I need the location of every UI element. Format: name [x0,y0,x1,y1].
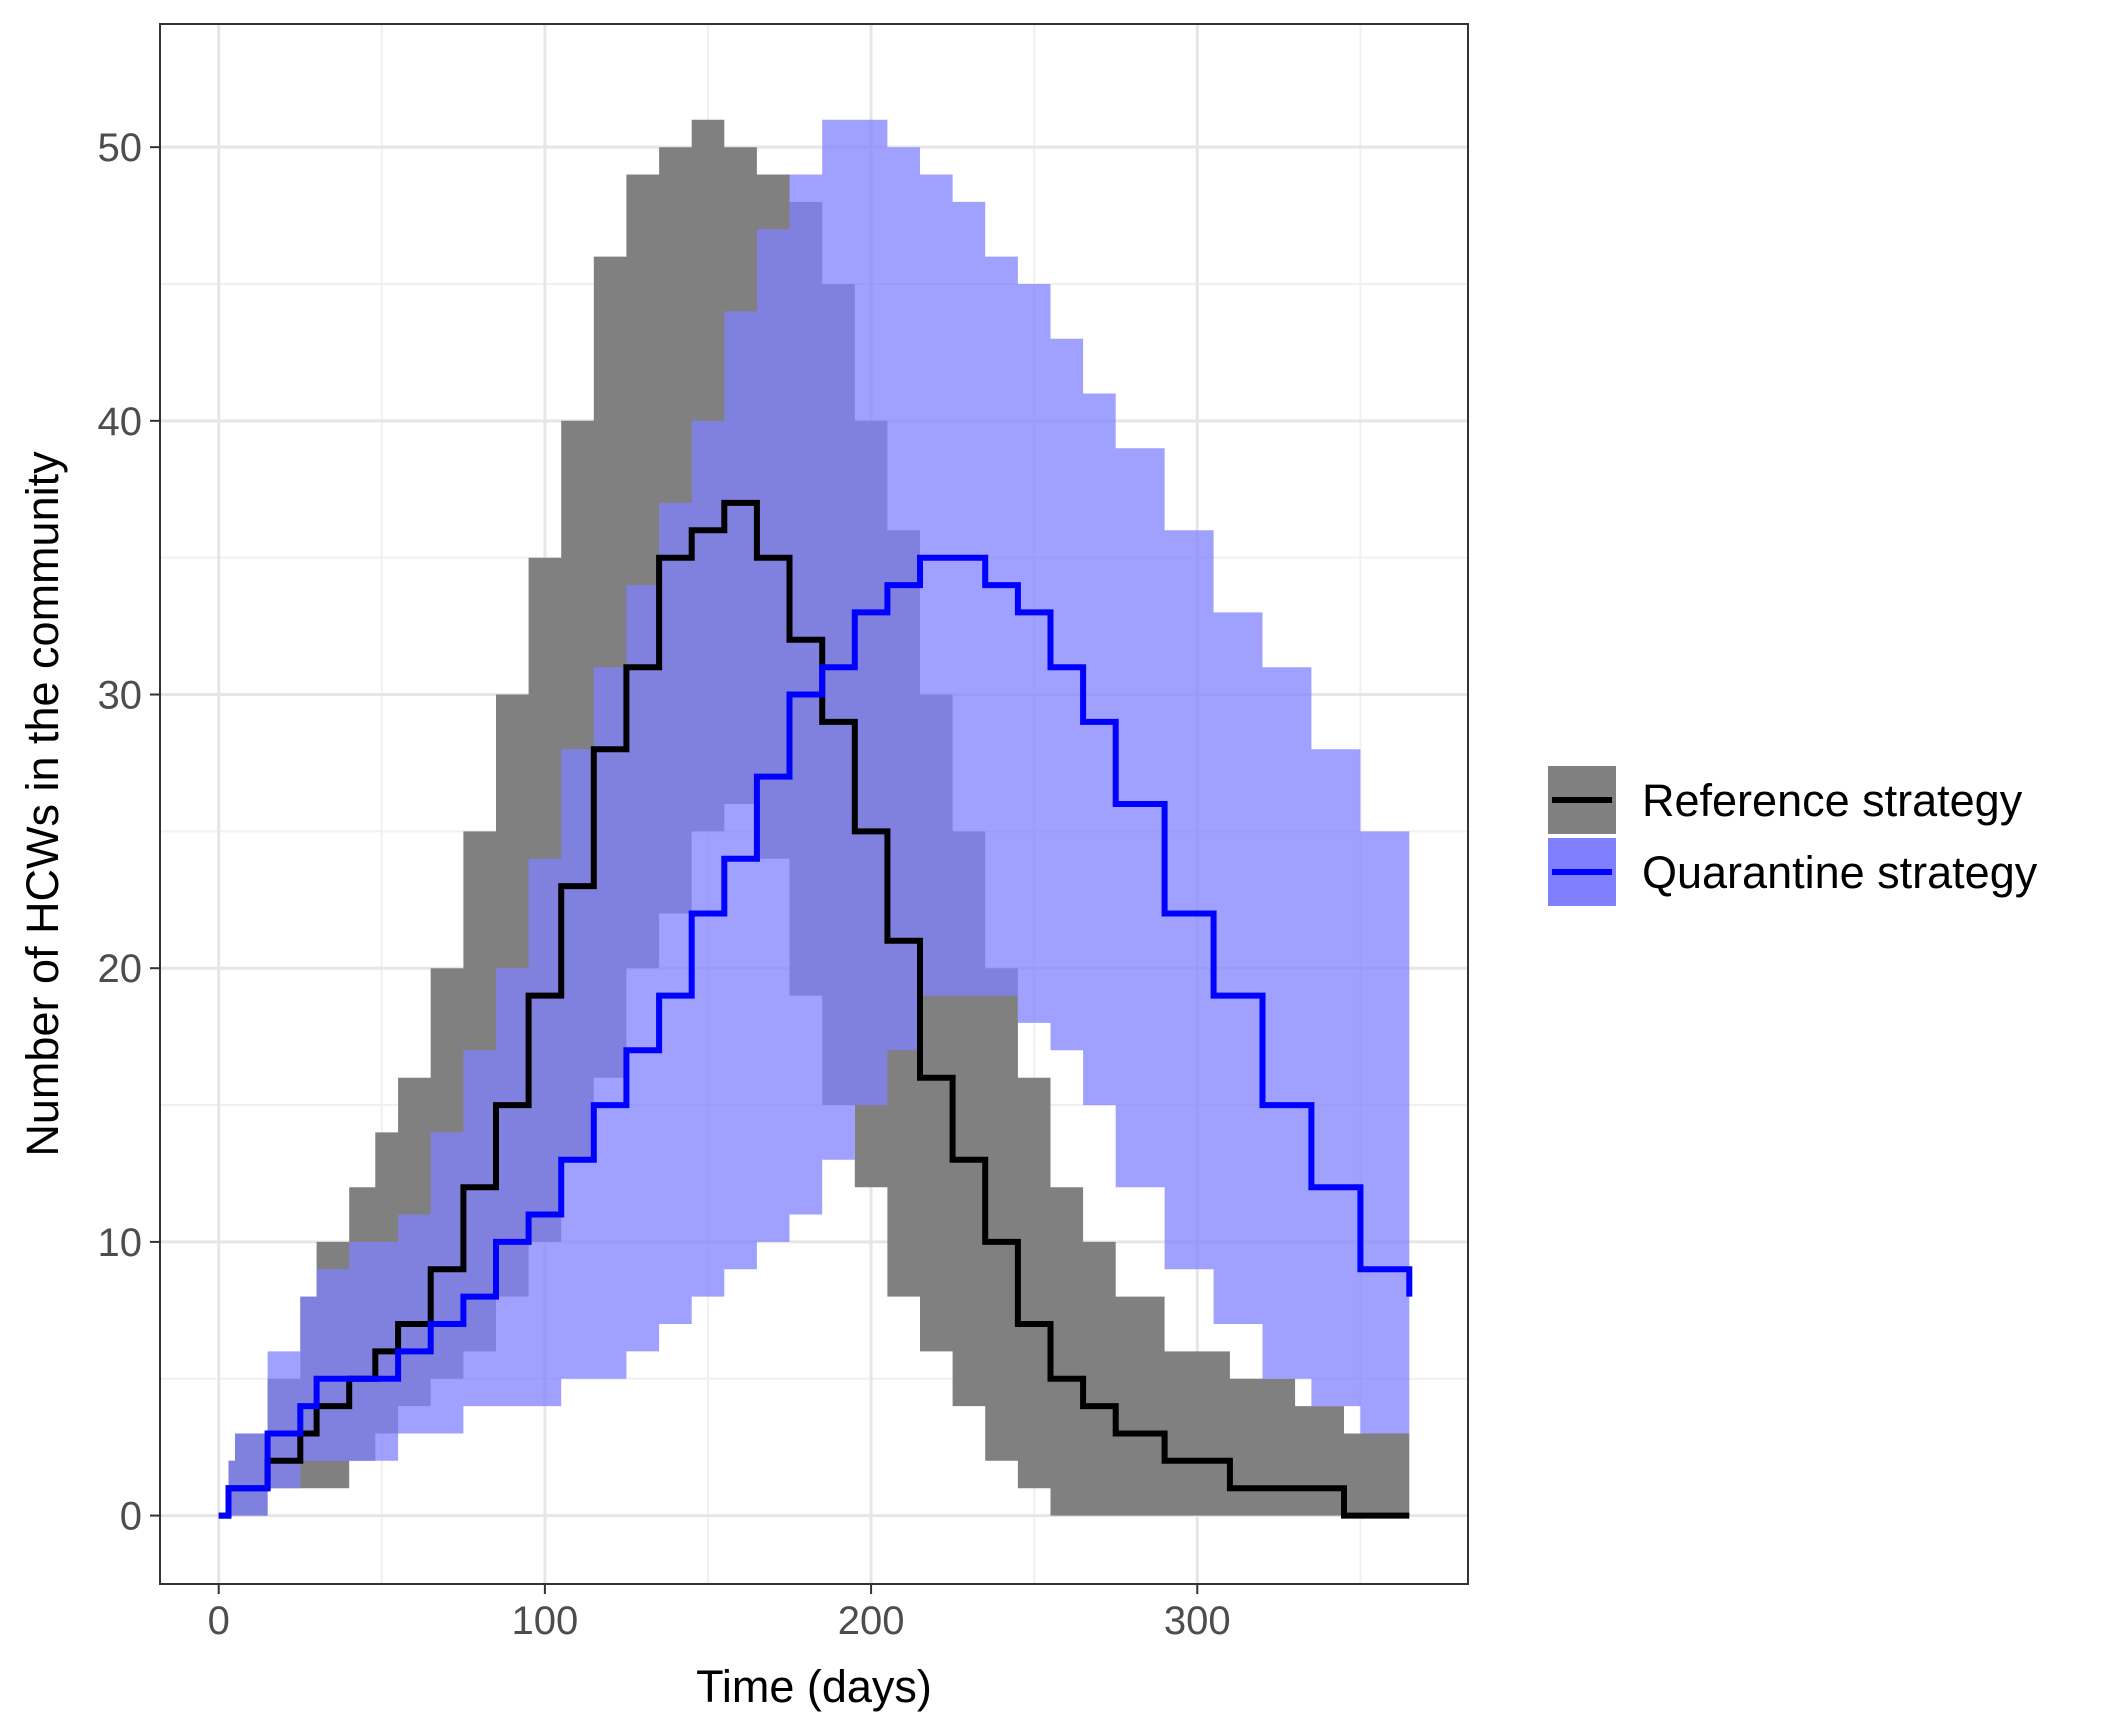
y-tick-label: 30 [98,674,143,718]
y-axis-title: Number of HCWs in the community [17,451,68,1157]
x-tick-label: 0 [208,1599,230,1643]
x-tick-label: 300 [1164,1599,1231,1643]
lines [218,499,1413,1519]
x-tick-label: 200 [838,1599,905,1643]
y-tick-label: 10 [98,1221,143,1265]
x-tick-label: 100 [512,1599,579,1643]
x-axis-title: Time (days) [696,1661,932,1712]
bands [218,119,1410,1516]
x-axis: 0 100 200 300 [208,1584,1231,1643]
y-tick-label: 50 [98,126,143,170]
panel-border [159,23,1469,1585]
y-tick-label: 0 [120,1495,142,1539]
y-tick-label: 20 [98,947,143,991]
line-quarantine [218,554,1413,1519]
legend-label: Quarantine strategy [1642,847,2038,898]
y-axis: 0 10 20 30 40 50 [98,126,160,1539]
band-quarantine [218,119,1410,1516]
legend-label: Reference strategy [1642,775,2023,826]
legend: Reference strategy Quarantine strategy [1548,766,2038,906]
y-tick-label: 40 [98,400,143,444]
